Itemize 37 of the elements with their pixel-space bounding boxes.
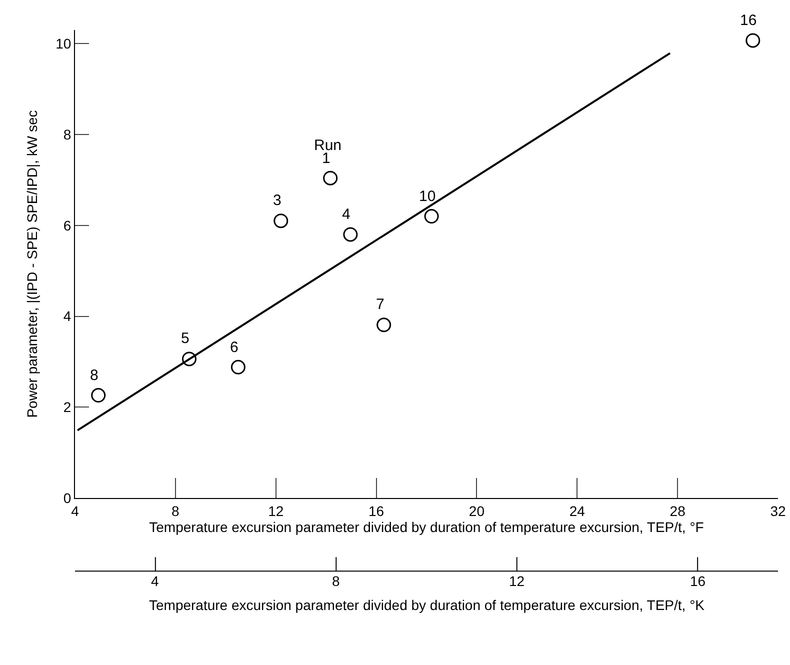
point xyxy=(376,318,392,332)
x-tick-label: 8 xyxy=(172,502,180,519)
y-axis-title: Power parameter, |(IPD - SPE) SPE/IPD|, kW sec xyxy=(24,110,40,418)
point xyxy=(274,214,288,228)
point xyxy=(230,360,246,374)
x-tick-label: 28 xyxy=(670,502,686,519)
point xyxy=(91,388,106,403)
annotation: 3 xyxy=(273,192,282,209)
annotation: 10 xyxy=(419,188,436,205)
x2-tick-label: 16 xyxy=(690,573,706,589)
annotation: 6 xyxy=(230,339,238,356)
x-tick-label: 12 xyxy=(268,502,284,519)
annotation: 7 xyxy=(376,296,384,313)
annotation: 8 xyxy=(90,367,98,384)
y-tick-label: 4 xyxy=(63,308,72,324)
x-tick-label: 20 xyxy=(468,502,485,519)
point xyxy=(424,209,439,224)
point xyxy=(323,170,338,186)
point xyxy=(343,227,358,242)
annotation: 4 xyxy=(342,206,350,223)
y-tick-label: 2 xyxy=(63,399,72,416)
x-tick-label: 32 xyxy=(770,502,786,519)
x-tick-label: 16 xyxy=(368,502,384,519)
x-axis-title: Temperature excursion parameter divided by duration of temperature excursion, TEP/t, °F xyxy=(149,519,704,536)
y-tick-label: 6 xyxy=(63,217,72,234)
y-tick-label: 0 xyxy=(63,490,72,506)
x-tick-label: 24 xyxy=(569,502,586,519)
y-tick-label: 10 xyxy=(56,36,72,52)
x2-tick-label: 12 xyxy=(509,573,525,589)
point xyxy=(746,33,760,48)
y-tick-label: 8 xyxy=(63,126,72,142)
annotation: 5 xyxy=(181,330,190,347)
annotation: 16 xyxy=(740,12,757,29)
point xyxy=(182,352,196,366)
x2-axis-title: Temperature excursion parameter divided by duration of temperature excursion, TEP/t, °K xyxy=(149,597,706,613)
x2-tick-label: 4 xyxy=(151,573,159,589)
x2-tick-label: 8 xyxy=(332,573,340,589)
